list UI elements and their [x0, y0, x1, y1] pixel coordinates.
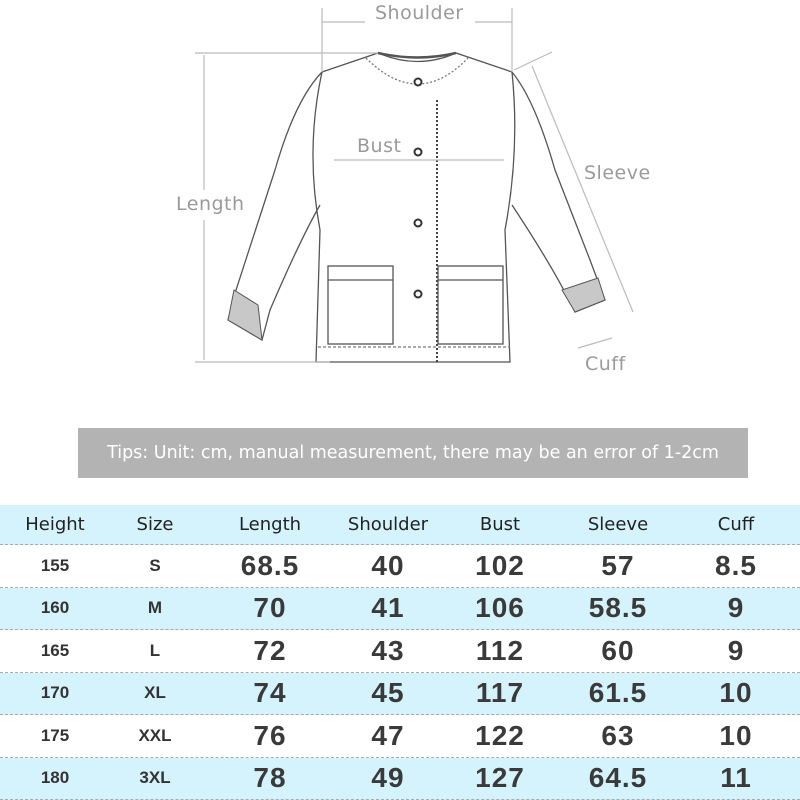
cell-height: 160	[40, 598, 70, 618]
header-size: Size	[136, 514, 174, 535]
cell-sleeve: 61.5	[588, 677, 648, 709]
cell-cuff: 10	[719, 677, 753, 709]
cuff-label: Cuff	[585, 353, 626, 375]
table-header: Height Size Length Shoulder Bust Sleeve …	[0, 505, 800, 545]
right-cuff	[561, 277, 606, 313]
cell-length: 68.5	[240, 549, 300, 581]
cell-size: XXL	[138, 725, 172, 745]
left-cuff	[227, 289, 263, 341]
cell-shoulder: 40	[371, 549, 405, 581]
cell-height: 165	[40, 640, 70, 660]
cell-cuff: 9	[727, 634, 745, 666]
cell-shoulder: 43	[371, 634, 405, 666]
sleeve-label: Sleeve	[584, 162, 651, 184]
cell-shoulder: 49	[371, 762, 405, 794]
cell-size: L	[149, 640, 161, 660]
cell-shoulder: 41	[371, 592, 405, 624]
cell-length: 76	[253, 719, 287, 751]
header-sleeve: Sleeve	[587, 514, 649, 535]
button-icon	[413, 289, 423, 299]
cell-cuff: 9	[727, 592, 745, 624]
cell-cuff: 8.5	[715, 549, 757, 581]
cell-bust: 102	[475, 549, 525, 581]
cell-sleeve: 57	[601, 549, 635, 581]
table-row: 180 3XL 78 49 127 64.5 11	[0, 757, 800, 800]
jacket-diagram	[195, 8, 634, 363]
cell-size: 3XL	[139, 768, 171, 788]
cell-size: XL	[144, 683, 166, 703]
bust-label: Bust	[357, 135, 402, 157]
sleeve-measure-line	[531, 65, 634, 313]
cuff-measure-line	[577, 337, 613, 349]
cell-shoulder: 45	[371, 677, 405, 709]
cell-height: 170	[40, 683, 70, 703]
cell-length: 72	[253, 634, 287, 666]
header-cuff: Cuff	[717, 514, 755, 535]
length-label: Length	[176, 193, 245, 215]
cell-height: 155	[40, 555, 70, 575]
size-table: Height Size Length Shoulder Bust Sleeve …	[0, 505, 800, 800]
cell-sleeve: 60	[601, 634, 635, 666]
cell-sleeve: 58.5	[588, 592, 648, 624]
cell-height: 180	[40, 768, 70, 788]
cell-bust: 106	[475, 592, 525, 624]
cell-height: 175	[40, 725, 70, 745]
cell-bust: 117	[475, 677, 525, 709]
jacket-body-outline	[312, 52, 516, 363]
cell-sleeve: 63	[601, 719, 635, 751]
tips-banner: Tips: Unit: cm, manual measurement, ther…	[78, 428, 748, 478]
left-pocket	[327, 265, 394, 345]
cell-length: 74	[253, 677, 287, 709]
button-icon	[413, 218, 423, 228]
button-icon	[413, 77, 423, 87]
cell-size: S	[149, 555, 161, 575]
header-length: Length	[238, 514, 302, 535]
header-shoulder: Shoulder	[347, 514, 429, 535]
table-row: 160 M 70 41 106 58.5 9	[0, 587, 800, 630]
shoulder-label: Shoulder	[375, 2, 464, 24]
right-pocket	[437, 265, 504, 345]
cell-bust: 122	[475, 719, 525, 751]
cell-size: M	[147, 598, 163, 618]
cell-shoulder: 47	[371, 719, 405, 751]
table-row: 170 XL 74 45 117 61.5 10	[0, 672, 800, 715]
cell-cuff: 11	[720, 762, 752, 794]
table-row: 175 XXL 76 47 122 63 10	[0, 715, 800, 758]
cell-length: 78	[253, 762, 287, 794]
cell-cuff: 10	[719, 719, 753, 751]
cell-sleeve: 64.5	[588, 762, 648, 794]
table-row: 155 S 68.5 40 102 57 8.5	[0, 545, 800, 588]
header-height: Height	[25, 514, 85, 535]
cell-bust: 112	[475, 634, 525, 666]
cell-bust: 127	[475, 762, 525, 794]
header-bust: Bust	[479, 514, 521, 535]
button-icon	[413, 147, 423, 157]
cell-length: 70	[253, 592, 287, 624]
right-sleeve	[511, 71, 606, 313]
table-row: 165 L 72 43 112 60 9	[0, 630, 800, 673]
